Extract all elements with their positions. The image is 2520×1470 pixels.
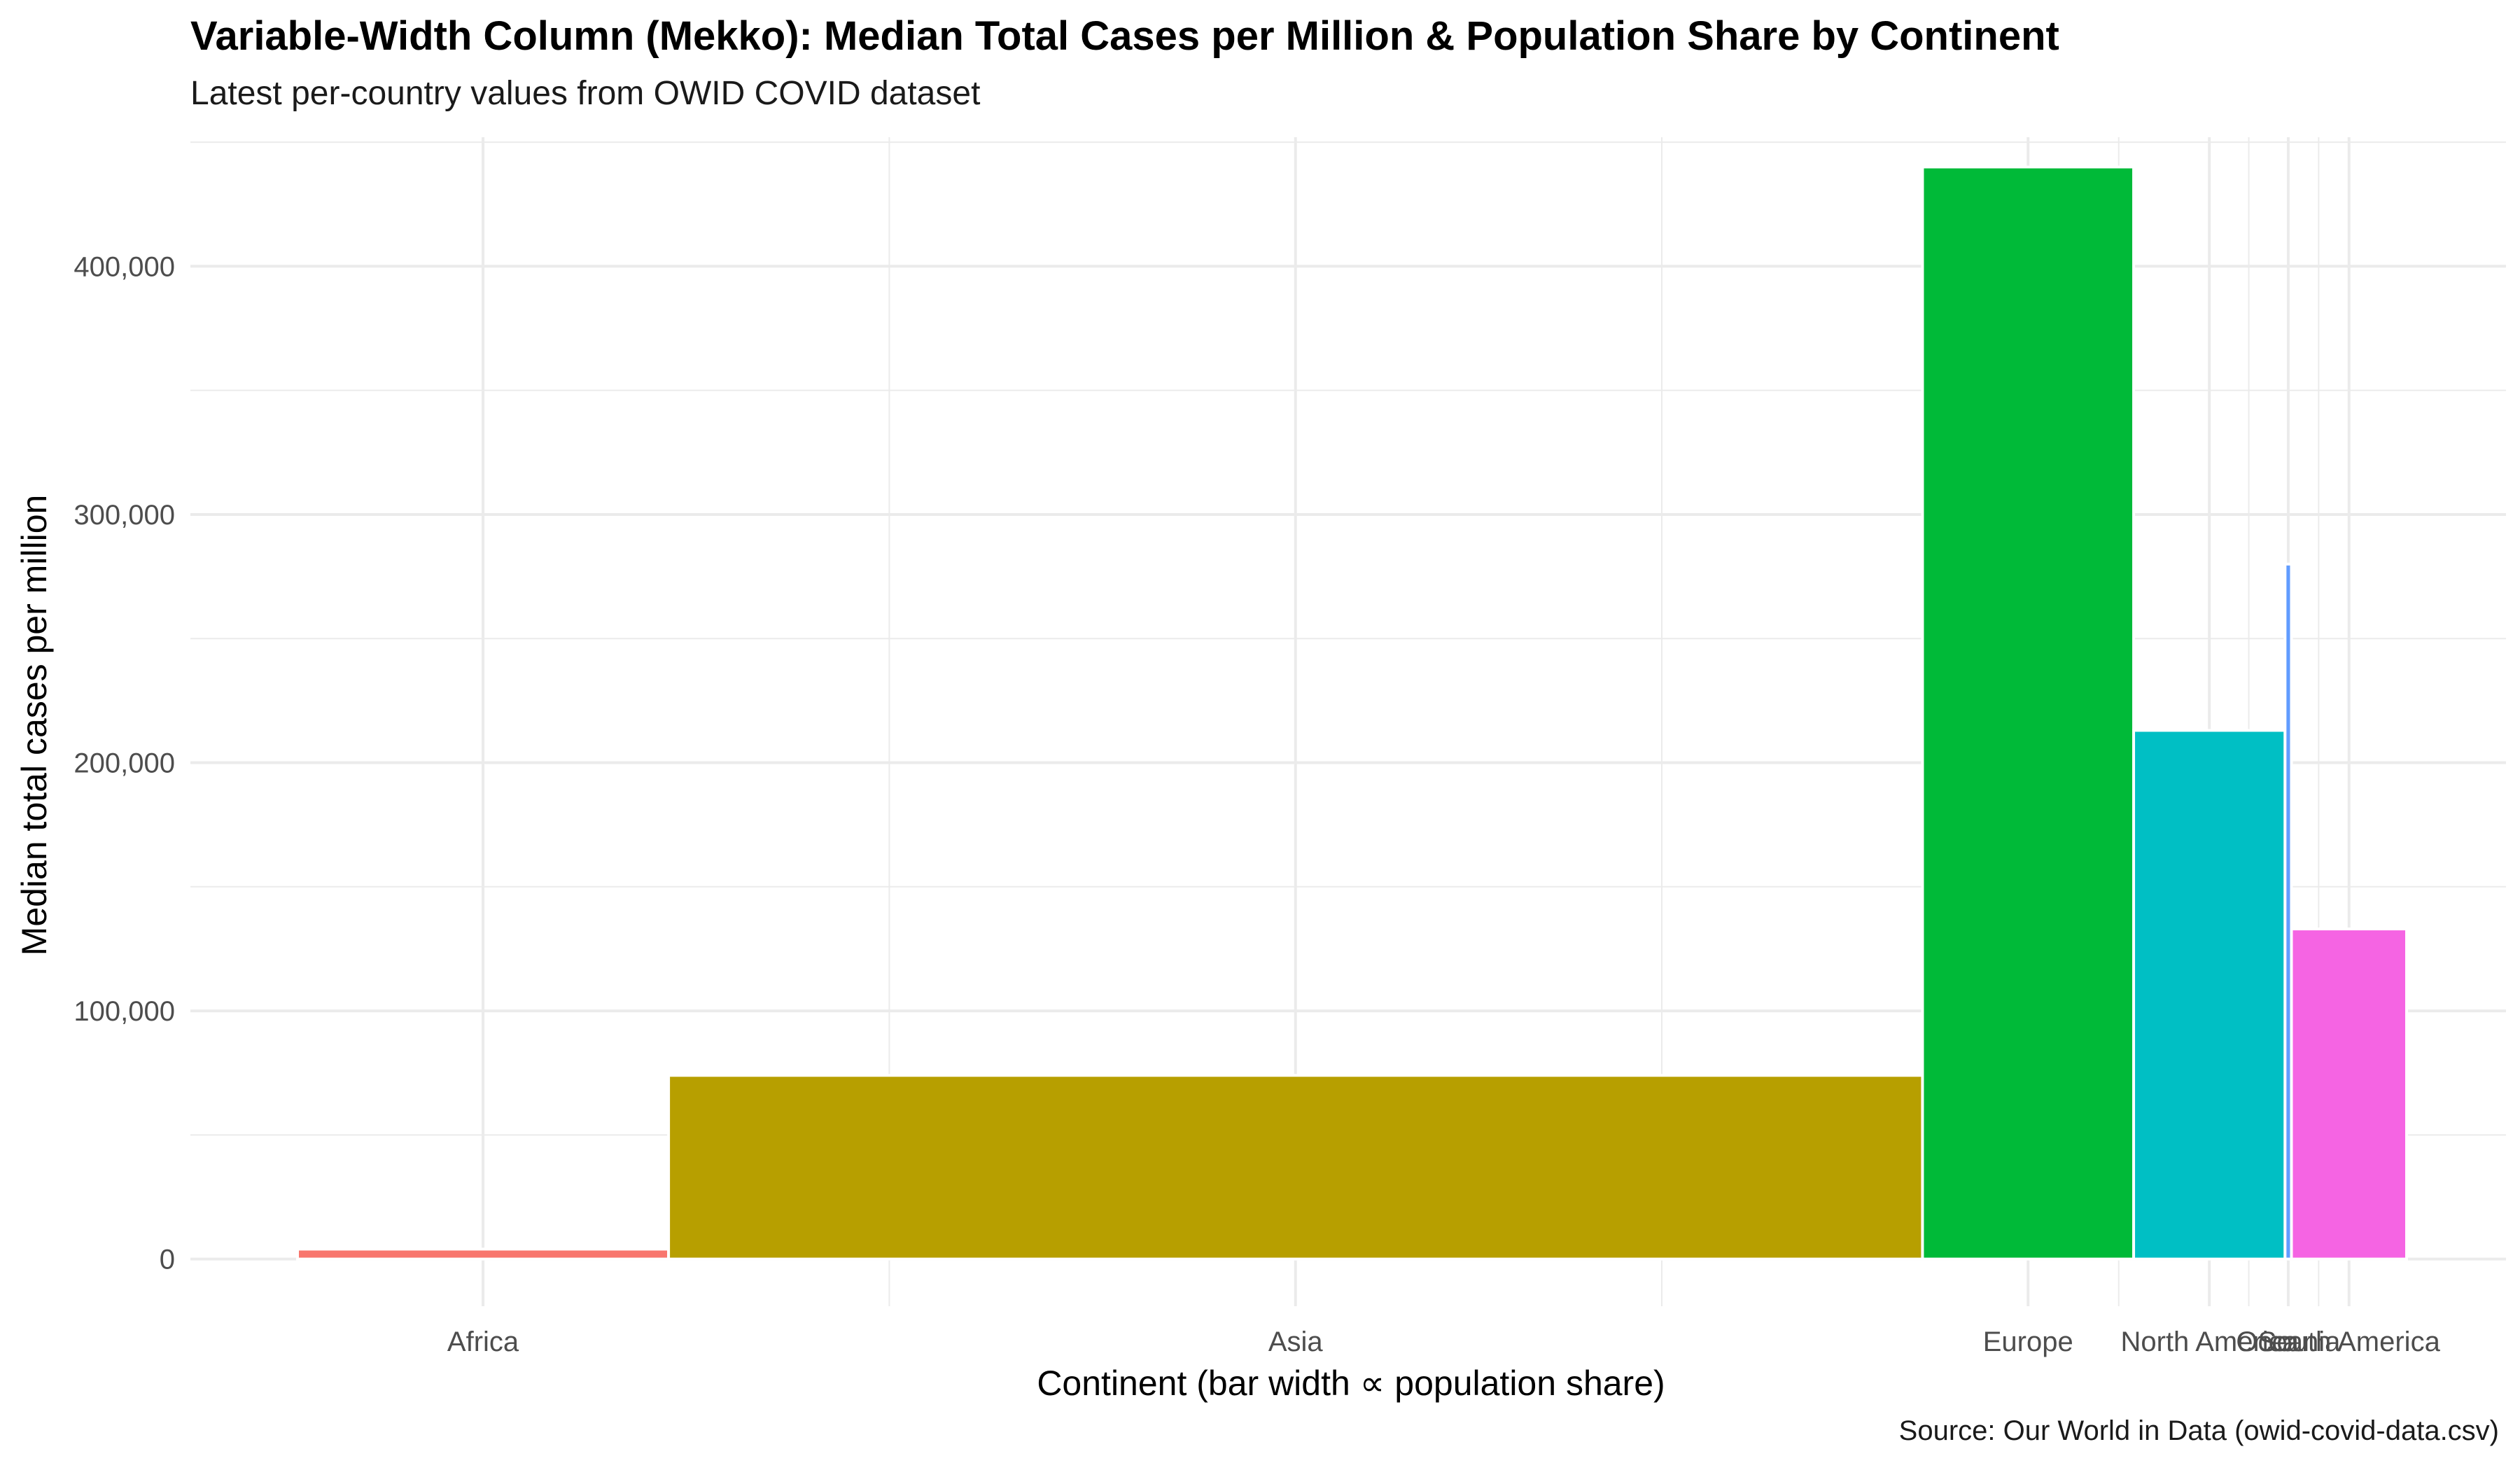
y-axis-title: Median total cases per million <box>15 495 54 956</box>
x-tick-label-europe: Europe <box>1983 1326 2073 1357</box>
bar-north-america <box>2132 729 2287 1261</box>
x-axis: Africa Asia Europe North AmericaOceaniaSout… <box>447 1326 2441 1357</box>
bar-africa <box>296 1247 671 1261</box>
y-axis: 0 100,000 200,000 300,000 400,000 <box>74 251 175 1275</box>
chart-caption: Source: Our World in Data (owid-covid-da… <box>1898 1415 2499 1446</box>
chart-title: Variable-Width Column (Mekko): Median To… <box>190 13 2059 59</box>
x-tick-label-asia: Asia <box>1268 1326 1324 1357</box>
x-axis-title: Continent (bar width ∝ population share) <box>1037 1364 1665 1403</box>
bar-oceania <box>2283 562 2293 1261</box>
x-tick-label-south-america: South America <box>2258 1326 2441 1357</box>
x-tick-label-africa: Africa <box>447 1326 519 1357</box>
x-tick-label-oceania: Oceania <box>2236 1326 2341 1357</box>
y-tick-label: 400,000 <box>74 251 175 282</box>
bar-south-america <box>2290 927 2408 1261</box>
y-tick-label: 300,000 <box>74 500 175 531</box>
bar-asia <box>667 1074 1924 1261</box>
y-tick-label: 0 <box>160 1245 175 1275</box>
y-tick-label: 200,000 <box>74 748 175 779</box>
bars <box>296 165 2408 1261</box>
bar-europe <box>1921 165 2136 1261</box>
chart-subtitle: Latest per-country values from OWID COVI… <box>190 75 981 112</box>
x-tick-label-north-america: North America <box>2120 1326 2298 1357</box>
y-tick-label: 100,000 <box>74 996 175 1027</box>
